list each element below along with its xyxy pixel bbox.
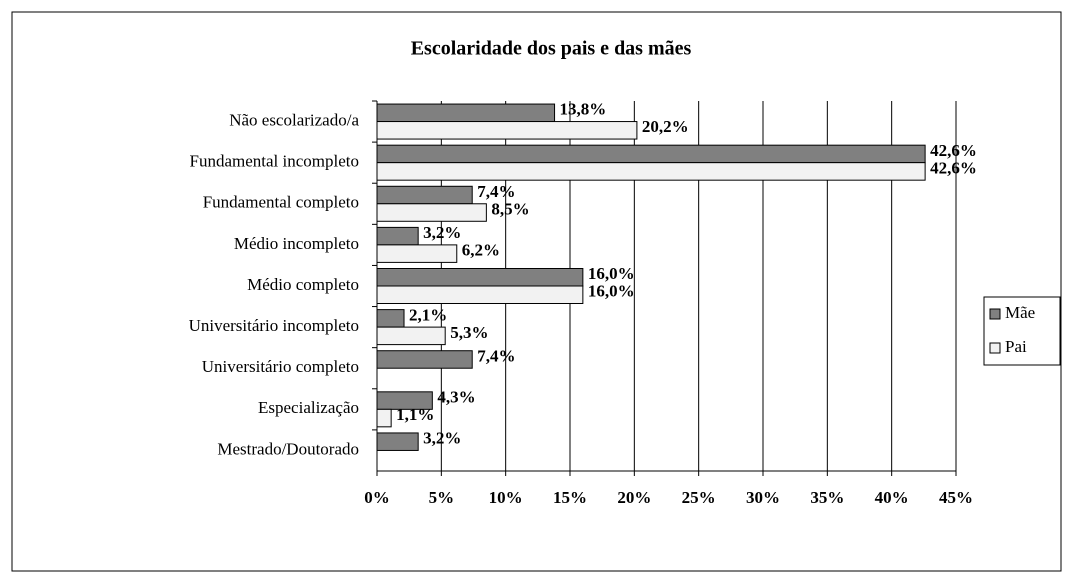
y-tick-label: Universitário completo xyxy=(202,357,359,376)
x-tick-label: 35% xyxy=(810,488,844,507)
legend-label: Pai xyxy=(1005,337,1027,356)
x-tick-label: 40% xyxy=(875,488,909,507)
bar xyxy=(376,103,556,123)
x-tick-label: 25% xyxy=(682,488,716,507)
legend-swatch xyxy=(989,308,1001,320)
data-label: 13,8% xyxy=(560,100,607,119)
x-tick-label: 20% xyxy=(617,488,651,507)
x-tick-label: 10% xyxy=(489,488,523,507)
bar xyxy=(376,432,419,451)
y-tick-label: Mestrado/Doutorado xyxy=(217,439,359,458)
data-label: 3,2% xyxy=(423,429,461,448)
data-label: 8,5% xyxy=(491,199,529,218)
data-label: 16,0% xyxy=(588,282,635,301)
x-tick-label: 15% xyxy=(553,488,587,507)
x-tick-label: 5% xyxy=(429,488,455,507)
legend-box xyxy=(983,296,1061,366)
data-label: 4,3% xyxy=(437,387,475,406)
bar xyxy=(376,185,473,205)
bar xyxy=(376,326,446,346)
data-label: 42,6% xyxy=(930,158,977,177)
bar xyxy=(376,162,926,181)
data-label: 7,4% xyxy=(477,182,515,201)
legend-label: Mãe xyxy=(1005,303,1035,322)
data-label: 16,0% xyxy=(588,264,635,283)
bar xyxy=(376,203,487,222)
bar xyxy=(376,350,473,369)
bar xyxy=(376,285,584,304)
bar xyxy=(376,408,392,428)
y-tick-label: Fundamental incompleto xyxy=(190,152,360,171)
data-label: 3,2% xyxy=(423,223,461,242)
y-tick-label: Não escolarizado/a xyxy=(229,110,359,129)
legend-swatch xyxy=(989,342,1001,354)
data-label: 2,1% xyxy=(409,305,447,324)
y-tick-label: Especialização xyxy=(258,398,359,417)
data-label: 6,2% xyxy=(462,241,500,260)
y-tick-label: Fundamental completo xyxy=(203,193,359,212)
bar xyxy=(376,268,584,287)
y-tick-label: Médio completo xyxy=(247,275,359,294)
data-label: 20,2% xyxy=(642,117,689,136)
bar xyxy=(376,226,419,246)
bar xyxy=(376,244,458,263)
y-tick-label: Universitário incompleto xyxy=(189,316,359,335)
y-tick-label: Médio incompleto xyxy=(234,234,359,253)
data-label: 7,4% xyxy=(477,346,515,365)
data-label: 42,6% xyxy=(930,141,977,160)
bar xyxy=(376,144,926,164)
data-label: 5,3% xyxy=(450,323,488,342)
x-tick-label: 30% xyxy=(746,488,780,507)
data-label: 1,1% xyxy=(396,405,434,424)
x-tick-label: 45% xyxy=(939,488,973,507)
bar xyxy=(376,309,405,328)
chart-title: Escolaridade dos pais e das mães xyxy=(411,38,692,60)
bar xyxy=(376,121,638,140)
x-tick-label: 0% xyxy=(364,488,390,507)
